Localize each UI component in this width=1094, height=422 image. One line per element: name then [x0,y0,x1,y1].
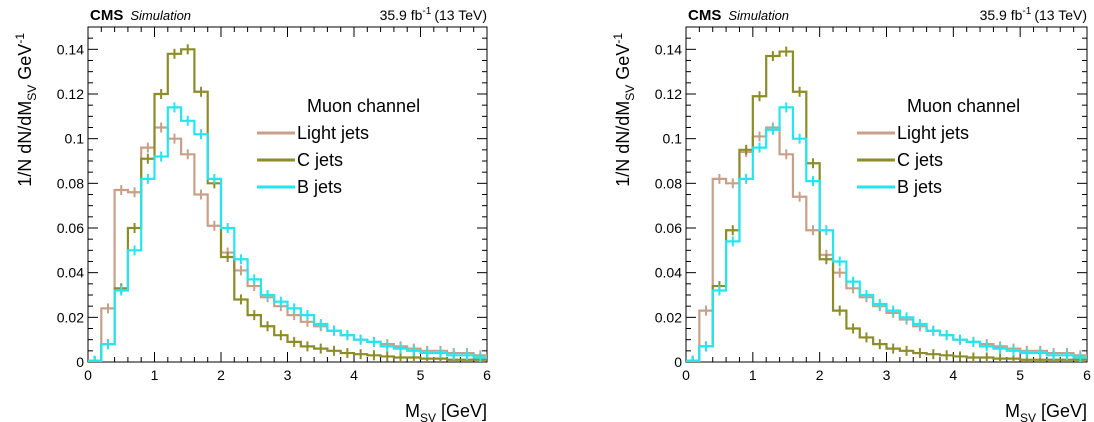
x-axis-title-sub: SV [1020,411,1036,422]
energy-label: (13 TeV) [1034,7,1087,23]
y-tick-label: 0.02 [57,309,84,325]
y-axis-title-exponent: -1 [13,33,27,44]
x-tick-label: 2 [816,367,824,383]
legend-label: Light jets [897,123,969,143]
x-tick-label: 1 [749,367,757,383]
y-axis-title-main: 1/N dN/dM [15,101,35,187]
x-tick-label: 2 [217,367,225,383]
y-axis-title: 1/N dN/dMSV GeV-1 [611,33,637,187]
y-axis-title: 1/N dN/dMSV GeV-1 [13,33,39,187]
y-tick-label: 0.1 [65,131,85,147]
series-c-jets-line [88,48,487,362]
cms-label: CMS Simulation [688,7,789,24]
series-light-jets-line [686,126,1087,362]
y-tick-label: 0.04 [655,265,682,281]
y-tick-label: 0.08 [655,175,682,191]
x-tick-label: 5 [417,367,425,383]
x-tick-label: 0 [84,367,92,383]
x-axis-title-main: M [1005,401,1020,421]
y-tick-label: 0.04 [57,265,84,281]
y-tick-label: 0.1 [663,131,683,147]
y-tick-label: 0.02 [655,309,682,325]
legend-label: C jets [297,150,343,170]
x-axis-title-unit: [GeV] [1036,401,1087,421]
x-tick-label: 3 [883,367,891,383]
legend-label: C jets [897,150,943,170]
lumi-label: 35.9 fb-1 (13 TeV) [380,6,487,23]
y-tick-label: 0.12 [57,86,84,102]
lumi-value: 35.9 fb [380,7,423,23]
x-axis-title: MSV [GeV] [1005,401,1087,422]
experiment-label: CMS [688,7,721,24]
y-axis-title-unit: GeV [613,44,633,85]
chart-panel-1: 0 1 2 3 4 5 6 0 0.02 0.04 0.06 0.08 0.1 0.12 0.14 CMS Si… [13,6,491,422]
legend-title: Muon channel [907,96,1020,116]
x-axis-title-main: M [405,401,420,421]
legend-title: Muon channel [307,96,420,116]
y-tick-label: 0.14 [655,41,682,57]
x-tick-label: 4 [949,367,957,383]
y-axis-title-exponent: -1 [611,33,625,44]
energy-label: (13 TeV) [434,7,487,23]
y-tick-label: 0.08 [57,175,84,191]
legend-label: Light jets [297,123,369,143]
y-axis-title-unit: GeV [15,44,35,85]
series-c-jets-line [686,50,1087,362]
y-tick-label: 0 [76,354,84,370]
legend-label: B jets [897,177,942,197]
x-axis-title-sub: SV [420,411,436,422]
x-tick-label: 6 [483,367,491,383]
x-axis-title: MSV [GeV] [405,401,487,422]
y-tick-label: 0.06 [57,220,84,236]
chart-panel-2: 0 1 2 3 4 5 6 0 0.02 0.04 0.06 0.08 0.1 0.12 0.14 CMS Si… [611,6,1091,422]
x-tick-label: 3 [284,367,292,383]
x-tick-label: 4 [350,367,358,383]
lumi-exponent: -1 [422,6,431,17]
x-tick-label: 0 [682,367,690,383]
status-label: Simulation [130,8,191,23]
x-tick-label: 1 [151,367,159,383]
plot-area [686,46,1087,362]
lumi-label: 35.9 fb-1 (13 TeV) [980,6,1087,23]
y-axis-title-main: 1/N dN/dM [613,101,633,187]
cms-label: CMS Simulation [90,7,191,24]
y-tick-label: 0.06 [655,220,682,236]
y-tick-label: 0.14 [57,41,84,57]
y-tick-label: 0 [674,354,682,370]
legend-label: B jets [297,177,342,197]
lumi-value: 35.9 fb [980,7,1023,23]
y-tick-label: 0.12 [655,86,682,102]
x-tick-label: 5 [1016,367,1024,383]
lumi-exponent: -1 [1022,6,1031,17]
y-axis-title-sub: SV [623,85,637,101]
status-label: Simulation [728,8,789,23]
plot-area [88,44,487,362]
x-axis-title-unit: [GeV] [436,401,487,421]
experiment-label: CMS [90,7,123,24]
x-tick-label: 6 [1083,367,1091,383]
y-axis-title-sub: SV [25,85,39,101]
